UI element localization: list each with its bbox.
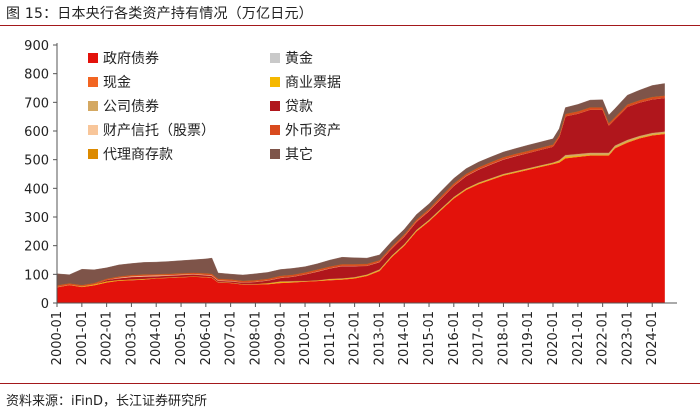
x-tick-label: 2016-01	[447, 311, 462, 365]
x-tick-label: 2009-01	[273, 311, 288, 365]
legend-swatch	[88, 77, 98, 87]
legend-label: 现金	[103, 75, 131, 91]
y-tick-label: 900	[24, 39, 49, 54]
x-tick-label: 2020-01	[546, 311, 561, 365]
x-tick-label: 2013-01	[373, 311, 388, 365]
legend-swatch	[88, 101, 98, 111]
legend-swatch	[88, 53, 98, 63]
legend-swatch	[270, 77, 280, 87]
x-tick-label: 2023-01	[620, 311, 635, 365]
title-divider	[0, 25, 700, 26]
y-tick-label: 500	[24, 154, 49, 169]
legend-swatch	[270, 149, 280, 159]
x-tick-label: 2008-01	[248, 311, 263, 365]
x-tick-label: 2011-01	[323, 311, 338, 365]
x-tick-label: 2021-01	[571, 311, 586, 365]
legend-label: 贷款	[285, 99, 313, 115]
legend-label: 代理商存款	[103, 147, 173, 163]
x-tick-label: 2006-01	[199, 311, 214, 365]
area-layers	[56, 83, 665, 304]
x-axis: 2000-01 2001-01 2002-01 2003-01 2004-01 2005-…	[50, 302, 677, 365]
y-tick-label: 300	[24, 211, 49, 226]
chart: 0 100 200 300 400 500 600 700 800 900 2000-01 2001…	[24, 39, 677, 365]
y-tick-label: 0	[41, 297, 49, 312]
x-tick-label: 2024-01	[645, 311, 660, 365]
legend-swatch	[270, 53, 280, 63]
y-tick-label: 600	[24, 125, 49, 140]
legend-label: 其它	[285, 146, 313, 163]
legend-swatch	[88, 125, 98, 135]
legend-label: 公司债券	[103, 99, 159, 115]
x-tick-label: 2002-01	[100, 311, 115, 365]
x-tick-label: 2018-01	[496, 311, 511, 365]
legend-swatch	[270, 125, 280, 135]
x-tick-label: 2017-01	[472, 311, 487, 365]
legend-label: 外币资产	[285, 123, 341, 139]
x-tick-label: 2010-01	[298, 311, 313, 365]
x-tick-label: 2000-01	[50, 311, 65, 365]
figure-title: 图 15：日本央行各类资产持有情况（万亿日元）	[6, 6, 313, 22]
y-tick-label: 100	[24, 268, 49, 283]
x-tick-label: 2014-01	[397, 311, 412, 365]
y-tick-label: 700	[24, 96, 49, 111]
y-tick-label: 800	[24, 68, 49, 83]
x-tick-label: 2012-01	[348, 311, 363, 365]
x-tick-label: 2005-01	[174, 311, 189, 365]
x-tick-label: 2004-01	[149, 311, 164, 365]
x-tick-label: 2019-01	[521, 311, 536, 365]
area-series-9	[56, 83, 665, 286]
y-tick-label: 400	[24, 182, 49, 197]
x-tick-label: 2015-01	[422, 311, 437, 365]
legend-swatch	[270, 101, 280, 111]
source-divider	[0, 383, 700, 384]
x-tick-label: 2007-01	[224, 311, 239, 365]
x-tick-label: 2001-01	[75, 311, 90, 365]
source-note: 资料来源：iFinD，长江证券研究所	[6, 394, 208, 409]
y-tick-label: 200	[24, 240, 49, 255]
y-axis: 0 100 200 300 400 500 600 700 800 900	[24, 39, 58, 312]
x-tick-label: 2022-01	[596, 311, 611, 365]
legend-swatch	[88, 149, 98, 159]
legend-label: 黄金	[285, 50, 313, 67]
x-tick-label: 2003-01	[124, 311, 139, 365]
legend-label: 商业票据	[285, 75, 341, 91]
legend-label: 政府债券	[103, 51, 159, 67]
legend-label: 财产信托（股票）	[103, 123, 215, 139]
